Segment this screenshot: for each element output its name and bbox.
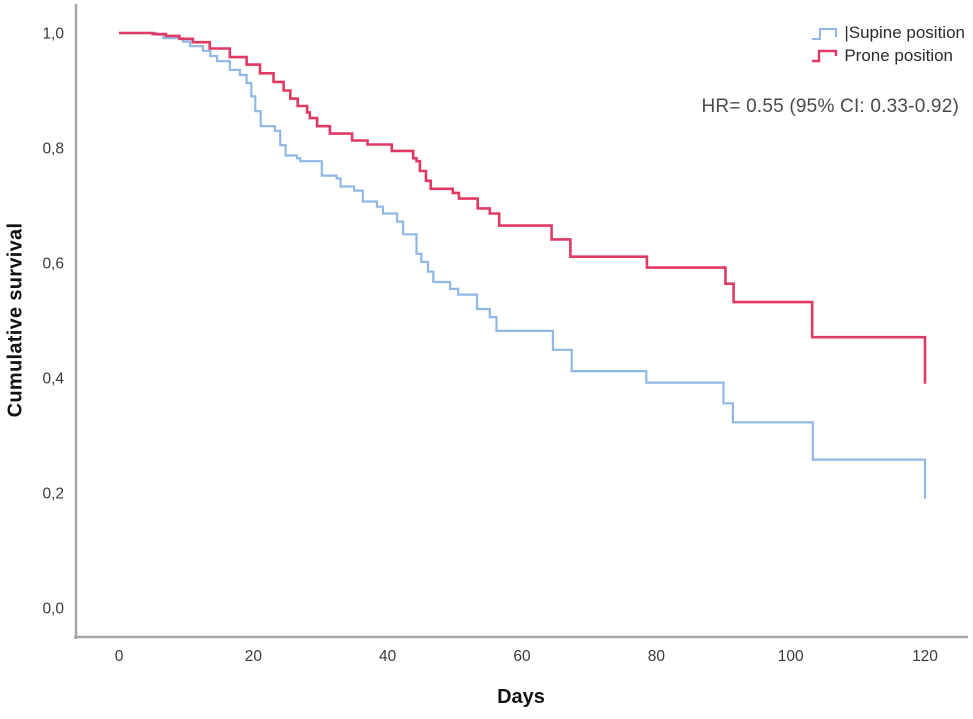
svg-text:1,0: 1,0	[42, 26, 64, 43]
series-prone-curve	[119, 31, 927, 384]
legend-label-supine: |Supine position	[844, 23, 965, 42]
svg-text:0,4: 0,4	[42, 371, 64, 388]
legend: |Supine position Prone position	[811, 22, 965, 67]
svg-text:0,6: 0,6	[42, 256, 64, 273]
svg-text:60: 60	[513, 648, 531, 665]
svg-text:20: 20	[245, 648, 263, 665]
supine-step-line-swatch	[812, 28, 838, 40]
svg-text:100: 100	[778, 648, 804, 665]
svg-text:0,0: 0,0	[42, 601, 64, 618]
hr-annotation: HR= 0.55 (95% CI: 0.33-0.92)	[701, 96, 959, 117]
svg-text:0,8: 0,8	[42, 141, 64, 158]
svg-text:120: 120	[912, 648, 938, 665]
prone-step-line-swatch	[812, 49, 838, 63]
svg-text:80: 80	[648, 648, 666, 665]
series-supine-curve	[119, 31, 927, 499]
x-axis-title: Days	[497, 686, 545, 708]
svg-text:0: 0	[115, 648, 124, 665]
legend-item-prone: Prone position	[811, 45, 953, 67]
svg-text:40: 40	[379, 648, 397, 665]
legend-label-prone: Prone position	[844, 46, 954, 65]
legend-item-supine: |Supine position	[811, 22, 965, 44]
svg-text:0,2: 0,2	[42, 486, 64, 503]
